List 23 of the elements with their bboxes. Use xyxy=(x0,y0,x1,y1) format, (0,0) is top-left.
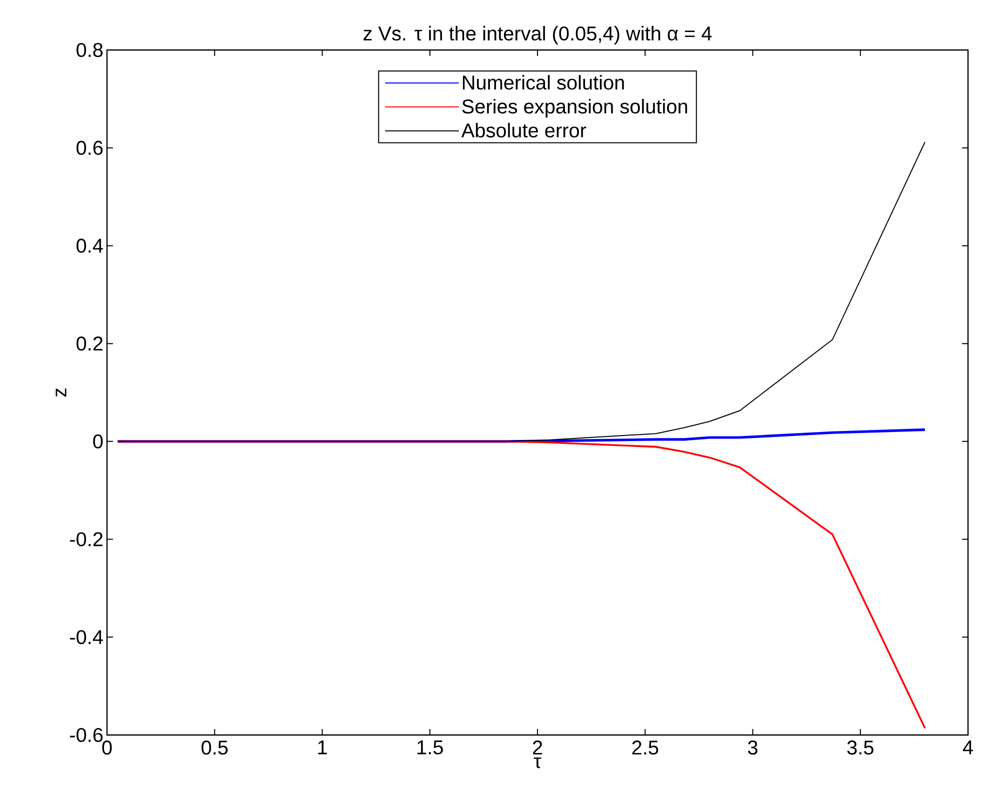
x-tick-label: 0 xyxy=(102,740,112,755)
x-tick-label: 1 xyxy=(318,740,327,754)
x-tick-label: 1.5 xyxy=(418,740,443,754)
y-tick-label: 0.4 xyxy=(76,238,103,253)
x-tick-label: 2.5 xyxy=(632,740,658,755)
x-tick-label: 2 xyxy=(532,740,542,754)
x-tick-label: 3 xyxy=(748,740,758,755)
y-tick-label: -0.6 xyxy=(70,728,103,742)
legend-label: Series expansion solution xyxy=(462,98,688,118)
y-axis-title: z xyxy=(56,388,66,397)
y-tick-label: -0.2 xyxy=(70,532,102,546)
y-tick-label: 0.6 xyxy=(76,140,103,155)
legend-label: Absolute error xyxy=(461,122,586,138)
x-tick-label: 3.5 xyxy=(847,740,874,755)
x-tick-label: 0.5 xyxy=(202,740,228,755)
y-tick-label: 0.8 xyxy=(76,42,103,58)
y-tick-label: 0 xyxy=(93,434,103,448)
x-tick-label: 4 xyxy=(962,740,973,754)
y-tick-label: -0.4 xyxy=(70,630,103,644)
x-axis-title: τ xyxy=(534,757,542,768)
chart-title: z Vs. τ in the interval (0.05,4) with α = 4 xyxy=(364,26,712,44)
y-tick-label: 0.2 xyxy=(76,336,102,351)
legend-label: Numerical solution xyxy=(462,75,624,90)
